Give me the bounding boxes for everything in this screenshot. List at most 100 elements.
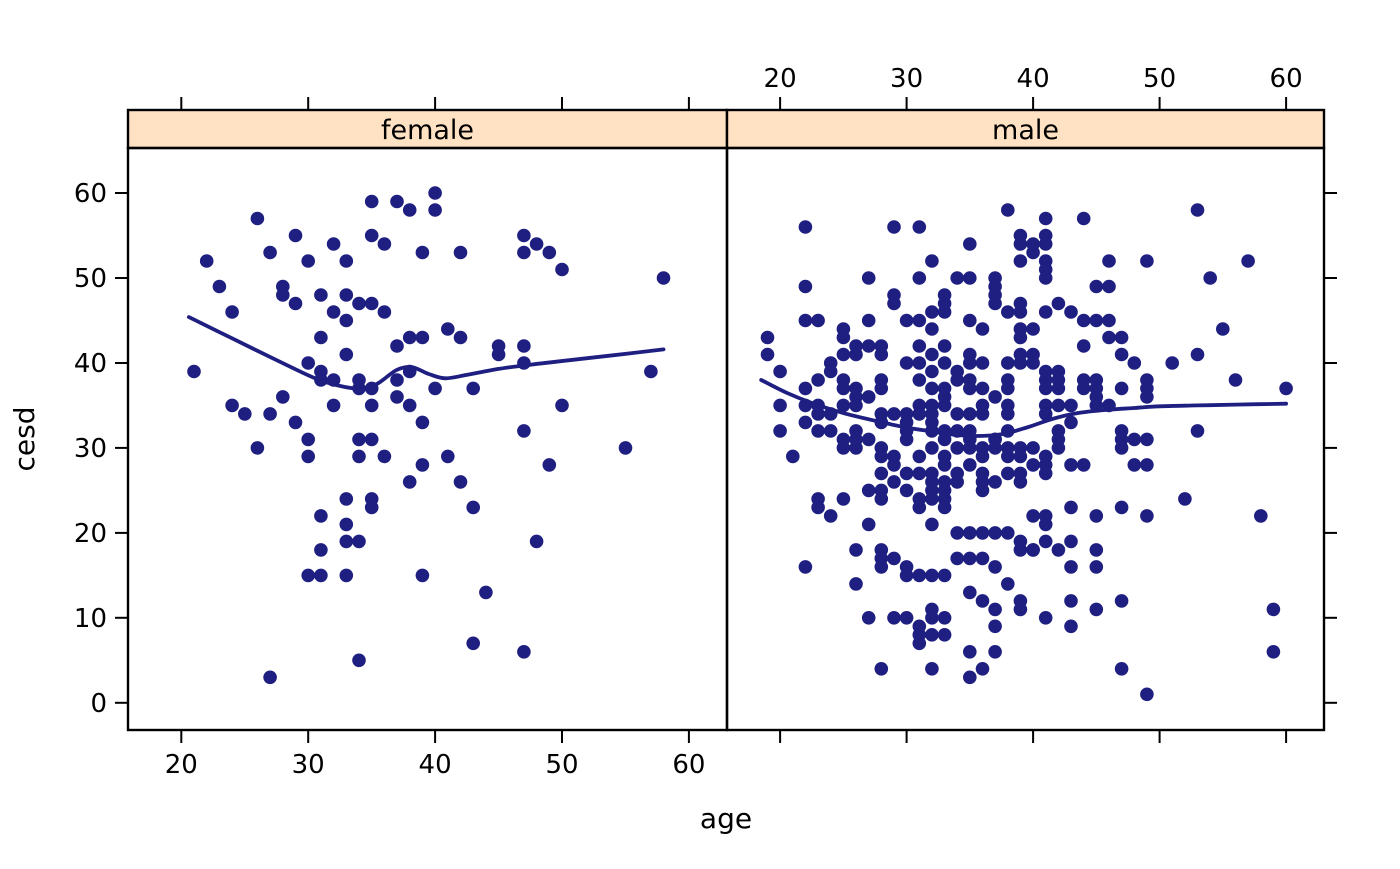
- data-point: [861, 483, 876, 498]
- data-point: [517, 228, 531, 243]
- data-point: [963, 381, 977, 396]
- data-point: [339, 288, 354, 302]
- data-point: [644, 364, 658, 379]
- data-point: [874, 381, 889, 396]
- data-point: [402, 203, 417, 217]
- data-point: [1140, 390, 1154, 404]
- data-point: [364, 500, 379, 515]
- data-point: [950, 271, 964, 285]
- data-point: [899, 432, 914, 447]
- data-point: [199, 254, 214, 268]
- data-point: [415, 415, 430, 430]
- data-point: [912, 449, 927, 464]
- data-point: [402, 330, 417, 345]
- data-point: [836, 347, 851, 362]
- data-point: [912, 373, 927, 387]
- data-point: [823, 509, 838, 523]
- data-point: [887, 458, 901, 472]
- data-point: [250, 441, 265, 455]
- data-point: [542, 458, 557, 472]
- data-point: [1064, 500, 1078, 515]
- data-point: [517, 424, 531, 438]
- data-point: [887, 220, 901, 234]
- x-tick-label-bottom: 40: [419, 750, 452, 780]
- data-point: [263, 407, 277, 421]
- data-point: [1013, 356, 1028, 370]
- data-point: [760, 330, 775, 345]
- data-point: [912, 466, 927, 481]
- data-point: [415, 330, 430, 345]
- data-point: [798, 220, 813, 234]
- data-point: [1089, 313, 1104, 328]
- data-point: [937, 568, 952, 583]
- data-point: [352, 653, 366, 668]
- data-point: [887, 296, 901, 311]
- data-point: [555, 262, 569, 277]
- data-point: [950, 526, 964, 540]
- data-point: [849, 347, 863, 362]
- data-point: [899, 483, 914, 498]
- data-point: [1038, 237, 1053, 251]
- data-point: [1114, 347, 1129, 362]
- data-point: [542, 245, 557, 260]
- data-point: [288, 415, 303, 430]
- data-point: [963, 670, 977, 685]
- data-point: [925, 364, 939, 379]
- data-point: [988, 645, 1002, 659]
- data-point: [963, 526, 977, 540]
- data-point: [364, 228, 379, 243]
- axis-ticks: [115, 97, 1337, 743]
- data-point: [326, 398, 341, 413]
- y-tick-label: 40: [74, 349, 107, 379]
- data-point: [975, 356, 990, 370]
- data-point: [390, 373, 404, 387]
- data-point: [798, 415, 813, 430]
- data-point: [1089, 602, 1104, 617]
- data-point: [1190, 203, 1205, 217]
- data-point: [937, 356, 952, 370]
- data-point: [1064, 560, 1078, 574]
- data-point: [912, 220, 927, 234]
- smooth-layer-male: [759, 378, 1288, 438]
- data-point: [453, 475, 468, 489]
- data-point: [1038, 211, 1053, 226]
- data-point: [849, 441, 863, 455]
- data-point: [1140, 687, 1154, 702]
- data-point: [314, 509, 328, 523]
- data-point: [988, 602, 1002, 617]
- data-point: [836, 492, 851, 506]
- data-point: [415, 568, 430, 583]
- data-point: [301, 432, 316, 447]
- data-point: [874, 449, 889, 464]
- data-point: [1076, 339, 1091, 353]
- data-point: [1114, 441, 1129, 455]
- data-point: [339, 492, 354, 506]
- data-point: [899, 611, 914, 625]
- data-point: [1102, 330, 1116, 345]
- data-point: [1102, 279, 1116, 294]
- x-tick-label-bottom: 50: [545, 750, 578, 780]
- data-point: [1038, 611, 1053, 625]
- axis-tick-labels: 0 10 20 30 40 50 60 20 20 30 30 40 40 50 50 60 60: [74, 64, 1303, 780]
- data-point: [364, 398, 379, 413]
- data-point: [1064, 398, 1078, 413]
- data-point: [937, 500, 952, 515]
- data-point: [1051, 543, 1066, 557]
- data-point: [988, 526, 1002, 540]
- data-point: [1051, 381, 1066, 396]
- data-point: [1140, 509, 1154, 523]
- data-point: [798, 381, 813, 396]
- data-point: [1013, 305, 1028, 319]
- data-point: [377, 449, 392, 464]
- data-point: [849, 577, 863, 591]
- data-point: [937, 398, 952, 413]
- data-point: [314, 288, 328, 302]
- x-axis-title: age: [700, 802, 752, 835]
- data-point: [1190, 347, 1205, 362]
- data-point: [1038, 271, 1053, 285]
- data-point: [874, 492, 889, 506]
- data-point: [773, 364, 787, 379]
- data-point: [975, 594, 990, 608]
- data-point: [925, 662, 939, 676]
